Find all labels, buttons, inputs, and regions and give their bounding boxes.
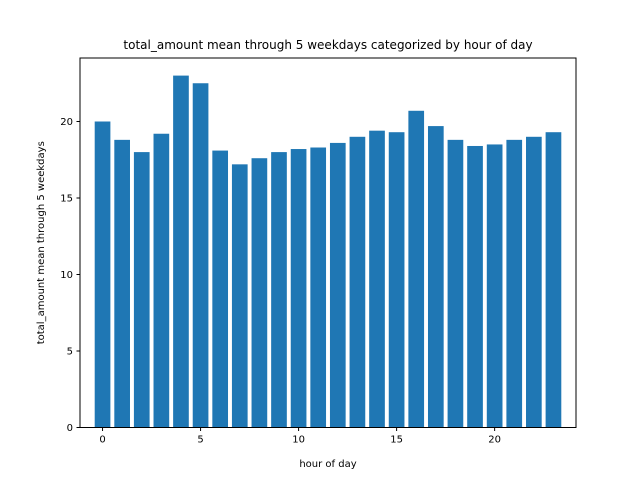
y-axis-ticks: 0 5 10 15 20 — [60, 117, 80, 434]
bar-hour-19 — [467, 145, 483, 428]
x-tick-label: 20 — [488, 435, 501, 446]
bar-hour-9 — [271, 152, 287, 428]
bar-hour-5 — [192, 83, 209, 428]
bar-hour-6 — [212, 150, 229, 428]
y-tick-label: 20 — [60, 117, 73, 128]
bar-hour-15 — [388, 132, 405, 428]
bar-hour-14 — [369, 130, 385, 428]
x-tick-label: 0 — [99, 435, 105, 446]
bar-hour-1 — [114, 139, 130, 428]
x-tick-label: 15 — [390, 435, 403, 446]
bar-hour-10 — [290, 149, 307, 428]
bar-hour-11 — [310, 147, 327, 428]
bar-hour-20 — [486, 144, 503, 428]
y-tick-label: 0 — [67, 423, 73, 434]
y-axis-label: total_amount mean through 5 weekdays — [36, 141, 47, 344]
bar-hour-16 — [408, 110, 425, 428]
x-tick-label: 10 — [292, 435, 305, 446]
bar-hour-2 — [133, 152, 150, 428]
y-tick-label: 5 — [67, 346, 73, 357]
chart-title: total_amount mean through 5 weekdays cat… — [123, 38, 532, 52]
bar-hour-13 — [349, 136, 366, 428]
bars — [94, 75, 562, 428]
x-tick-label: 5 — [197, 435, 203, 446]
bar-hour-21 — [506, 139, 523, 428]
y-tick-label: 15 — [60, 193, 73, 204]
y-tick-label: 10 — [60, 270, 73, 281]
bar-hour-12 — [329, 142, 346, 428]
plot-frame — [79, 57, 577, 428]
bar-hour-22 — [526, 136, 542, 428]
bar-hour-23 — [545, 132, 562, 428]
bar-hour-17 — [427, 126, 444, 428]
bar-hour-8 — [251, 158, 268, 428]
x-axis-ticks: 0 5 10 15 20 — [99, 427, 501, 446]
x-axis-label: hour of day — [299, 459, 356, 470]
bar-hour-3 — [153, 133, 170, 428]
bar-hour-0 — [94, 121, 111, 428]
bar-hour-18 — [447, 139, 464, 428]
bar-hour-4 — [173, 75, 189, 428]
bar-hour-7 — [231, 164, 248, 428]
